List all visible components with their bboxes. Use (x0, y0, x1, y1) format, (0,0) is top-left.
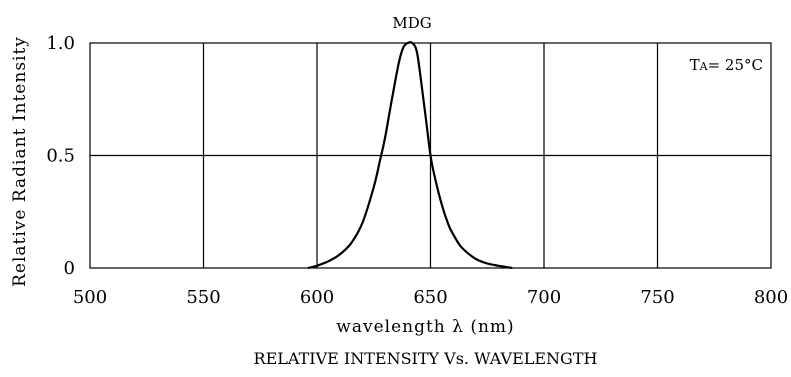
chart-title: RELATIVE INTENSITY Vs. WAVELENGTH (254, 349, 598, 368)
annotation-subscript: A (699, 60, 709, 73)
y-tick-label: 0.5 (46, 146, 75, 167)
intensity-curve (307, 41, 513, 270)
annotation-prefix: T (690, 56, 700, 74)
x-axis-label: wavelength λ (nm) (336, 317, 514, 337)
temperature-annotation: TA= 25°C (690, 56, 763, 74)
x-tick-label: 700 (527, 287, 561, 308)
x-tick-label: 500 (73, 287, 107, 308)
y-axis-label: Relative Radiant Intensity (10, 36, 30, 287)
x-tick-label: 800 (754, 287, 788, 308)
x-tick-label: 750 (640, 287, 674, 308)
x-tick-labels: 500 550 600 650 700 750 800 (73, 287, 788, 308)
x-tick-label: 600 (300, 287, 334, 308)
series-name-label: MDG (392, 14, 431, 32)
x-tick-label: 550 (186, 287, 220, 308)
x-tick-label: 650 (413, 287, 447, 308)
y-tick-label: 0 (64, 258, 75, 279)
annotation-suffix: = 25°C (708, 56, 763, 74)
y-tick-label: 1.0 (46, 33, 75, 54)
y-tick-labels: 0 0.5 1.0 (46, 33, 75, 279)
plot-frame (89, 42, 772, 269)
